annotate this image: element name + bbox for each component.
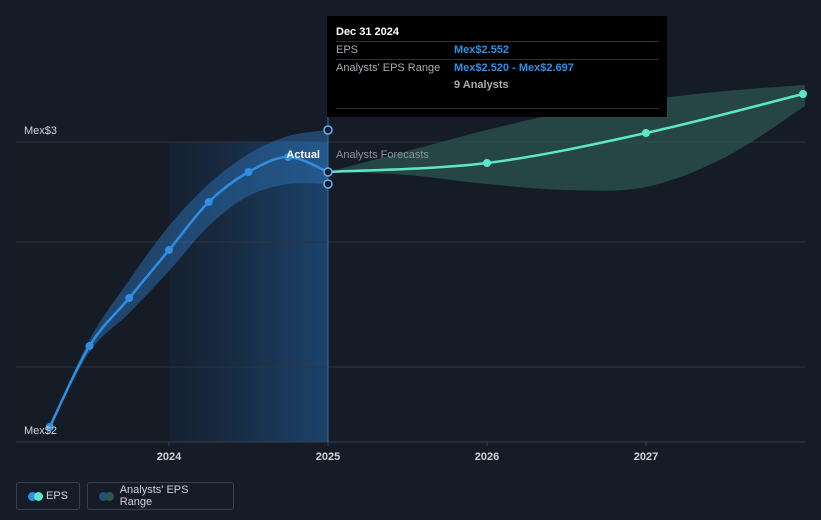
x-axis-ticks: 2024 2025 2026 2027 <box>157 442 658 463</box>
actual-point <box>45 423 54 431</box>
eps-swatch-icon <box>28 491 43 501</box>
actual-point <box>165 246 173 254</box>
y-label-top: Mex$3 <box>24 125 57 137</box>
x-tick-label-2027: 2027 <box>634 451 658 463</box>
tooltip-range-label: Analysts' EPS Range <box>336 62 441 74</box>
forecast-eps-line <box>327 92 804 174</box>
marker-eps <box>323 167 333 177</box>
tooltip-analysts: 9 Analysts <box>454 79 509 91</box>
actual-point <box>244 168 253 176</box>
legend-range-label: Analysts' EPS Range <box>119 484 189 508</box>
x-tick-label-2024: 2024 <box>157 451 182 463</box>
forecast-point <box>483 159 491 167</box>
tooltip-analysts-row: 9 Analysts <box>336 77 659 94</box>
current-markers <box>323 125 333 189</box>
forecast-point <box>642 129 650 137</box>
tooltip-range-row: Analysts' EPS Range Mex$2.520 - Mex$2.69… <box>336 59 659 77</box>
forecast-eps-points <box>483 90 807 167</box>
tooltip-eps-value: Mex$2.552 <box>454 44 510 56</box>
tooltip-date: Dec 31 2024 <box>336 26 399 38</box>
legend-eps[interactable]: EPS <box>16 482 80 510</box>
x-tick-label-2026: 2026 <box>475 451 499 463</box>
y-label-bottom: Mex$2 <box>24 425 57 437</box>
x-tick-label-2025: 2025 <box>316 451 340 463</box>
marker-range-high <box>323 125 333 135</box>
tooltip: Dec 31 2024 EPS Mex$2.552 Analysts' EPS … <box>327 16 667 117</box>
actual-label: Actual <box>286 149 320 161</box>
legend-range[interactable]: Analysts' EPS Range <box>87 482 234 510</box>
range-swatch-icon <box>99 491 114 501</box>
actual-point <box>85 342 94 350</box>
actual-point <box>204 198 213 206</box>
legend-eps-label: EPS <box>45 490 68 502</box>
actual-eps-points <box>45 153 293 431</box>
tooltip-eps-label: EPS <box>336 44 359 56</box>
actual-point <box>284 153 293 161</box>
actual-point <box>125 294 134 302</box>
forecast-point <box>799 90 807 98</box>
marker-range-low <box>323 179 333 189</box>
forecast-range-band <box>328 85 805 191</box>
tooltip-range-value: Mex$2.520 - Mex$2.697 <box>454 62 574 74</box>
forecast-label: Analysts Forecasts <box>336 149 429 161</box>
tooltip-eps-row: EPS Mex$2.552 <box>336 41 659 59</box>
